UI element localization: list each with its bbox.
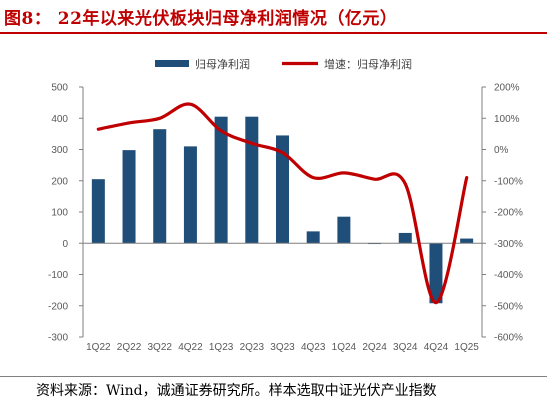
figure-title: 图8： 22年以来光伏板块归母净利润情况（亿元） <box>4 9 398 29</box>
x-tick-label: 3Q24 <box>393 342 418 353</box>
y-left-tick-label: -300 <box>48 333 68 344</box>
bar <box>429 243 443 304</box>
y-right-tick-label: -300% <box>494 239 523 250</box>
bar <box>460 238 474 244</box>
y-right-tick-label: -500% <box>494 301 523 312</box>
y-left-tick-label: 0 <box>62 239 68 250</box>
x-tick-label: 4Q23 <box>301 342 326 353</box>
legend-bar-swatch <box>155 60 189 67</box>
y-left-tick-label: -100 <box>48 270 68 281</box>
x-tick-label: 3Q22 <box>147 342 172 353</box>
x-tick-label: 2Q23 <box>240 342 265 353</box>
bar <box>276 135 289 244</box>
y-left-axis: 500 400 300 200 100 0 -100 -200 -300 <box>48 83 84 344</box>
bar-series <box>91 116 474 304</box>
y-right-tick-label: 200% <box>494 83 520 94</box>
y-right-tick-label: 100% <box>494 114 520 125</box>
bar <box>214 116 228 244</box>
y-right-axis: 200% 100% 0% -100% -200% -300% -400% -500% -600% <box>481 83 523 344</box>
bar <box>245 116 259 244</box>
x-tick-label: 3Q23 <box>270 342 295 353</box>
x-tick-label: 1Q23 <box>209 342 234 353</box>
chart-area: 归母净利润 增速：归母净利润 500 400 300 200 100 0 -100 -200 -3… <box>48 57 523 353</box>
title-rule <box>0 32 547 34</box>
bar <box>153 129 167 244</box>
x-tick-label: 4Q24 <box>424 342 449 353</box>
line-series <box>96 102 469 305</box>
y-left-tick-label: 200 <box>51 176 68 187</box>
legend-bar-label: 归母净利润 <box>195 57 250 71</box>
y-left-tick-label: 400 <box>51 114 68 125</box>
y-left-tick-label: 500 <box>51 83 68 94</box>
y-right-tick-label: -600% <box>494 333 523 344</box>
y-left-tick-label: -200 <box>48 301 68 312</box>
y-right-tick-label: -200% <box>494 208 523 219</box>
bar <box>91 179 105 244</box>
x-axis: 1Q22 2Q22 3Q22 4Q22 1Q23 2Q23 3Q23 4Q23 1Q24 2Q24… <box>86 342 479 353</box>
x-tick-label: 2Q24 <box>362 342 387 353</box>
y-left-tick-label: 100 <box>51 208 68 219</box>
bar <box>306 231 320 244</box>
x-tick-label: 1Q25 <box>454 342 479 353</box>
source-note: 资料来源：Wind，诚通证券研究所。样本选取中证光伏产业指数 <box>36 383 437 399</box>
bar <box>337 216 351 244</box>
bar <box>398 232 412 244</box>
source-rule <box>0 376 547 377</box>
bar <box>122 150 136 244</box>
x-tick-label: 2Q22 <box>117 342 142 353</box>
legend: 归母净利润 增速：归母净利润 <box>155 57 412 71</box>
x-tick-label: 1Q24 <box>332 342 357 353</box>
x-tick-label: 1Q22 <box>86 342 111 353</box>
x-tick-label: 4Q22 <box>178 342 203 353</box>
y-right-tick-label: -100% <box>494 176 523 187</box>
y-left-tick-label: 300 <box>51 145 68 156</box>
y-right-tick-label: -400% <box>494 270 523 281</box>
bar <box>183 146 197 244</box>
growth-line <box>96 102 469 305</box>
legend-line-label: 增速：归母净利润 <box>324 57 412 71</box>
y-right-tick-label: 0% <box>494 145 509 156</box>
